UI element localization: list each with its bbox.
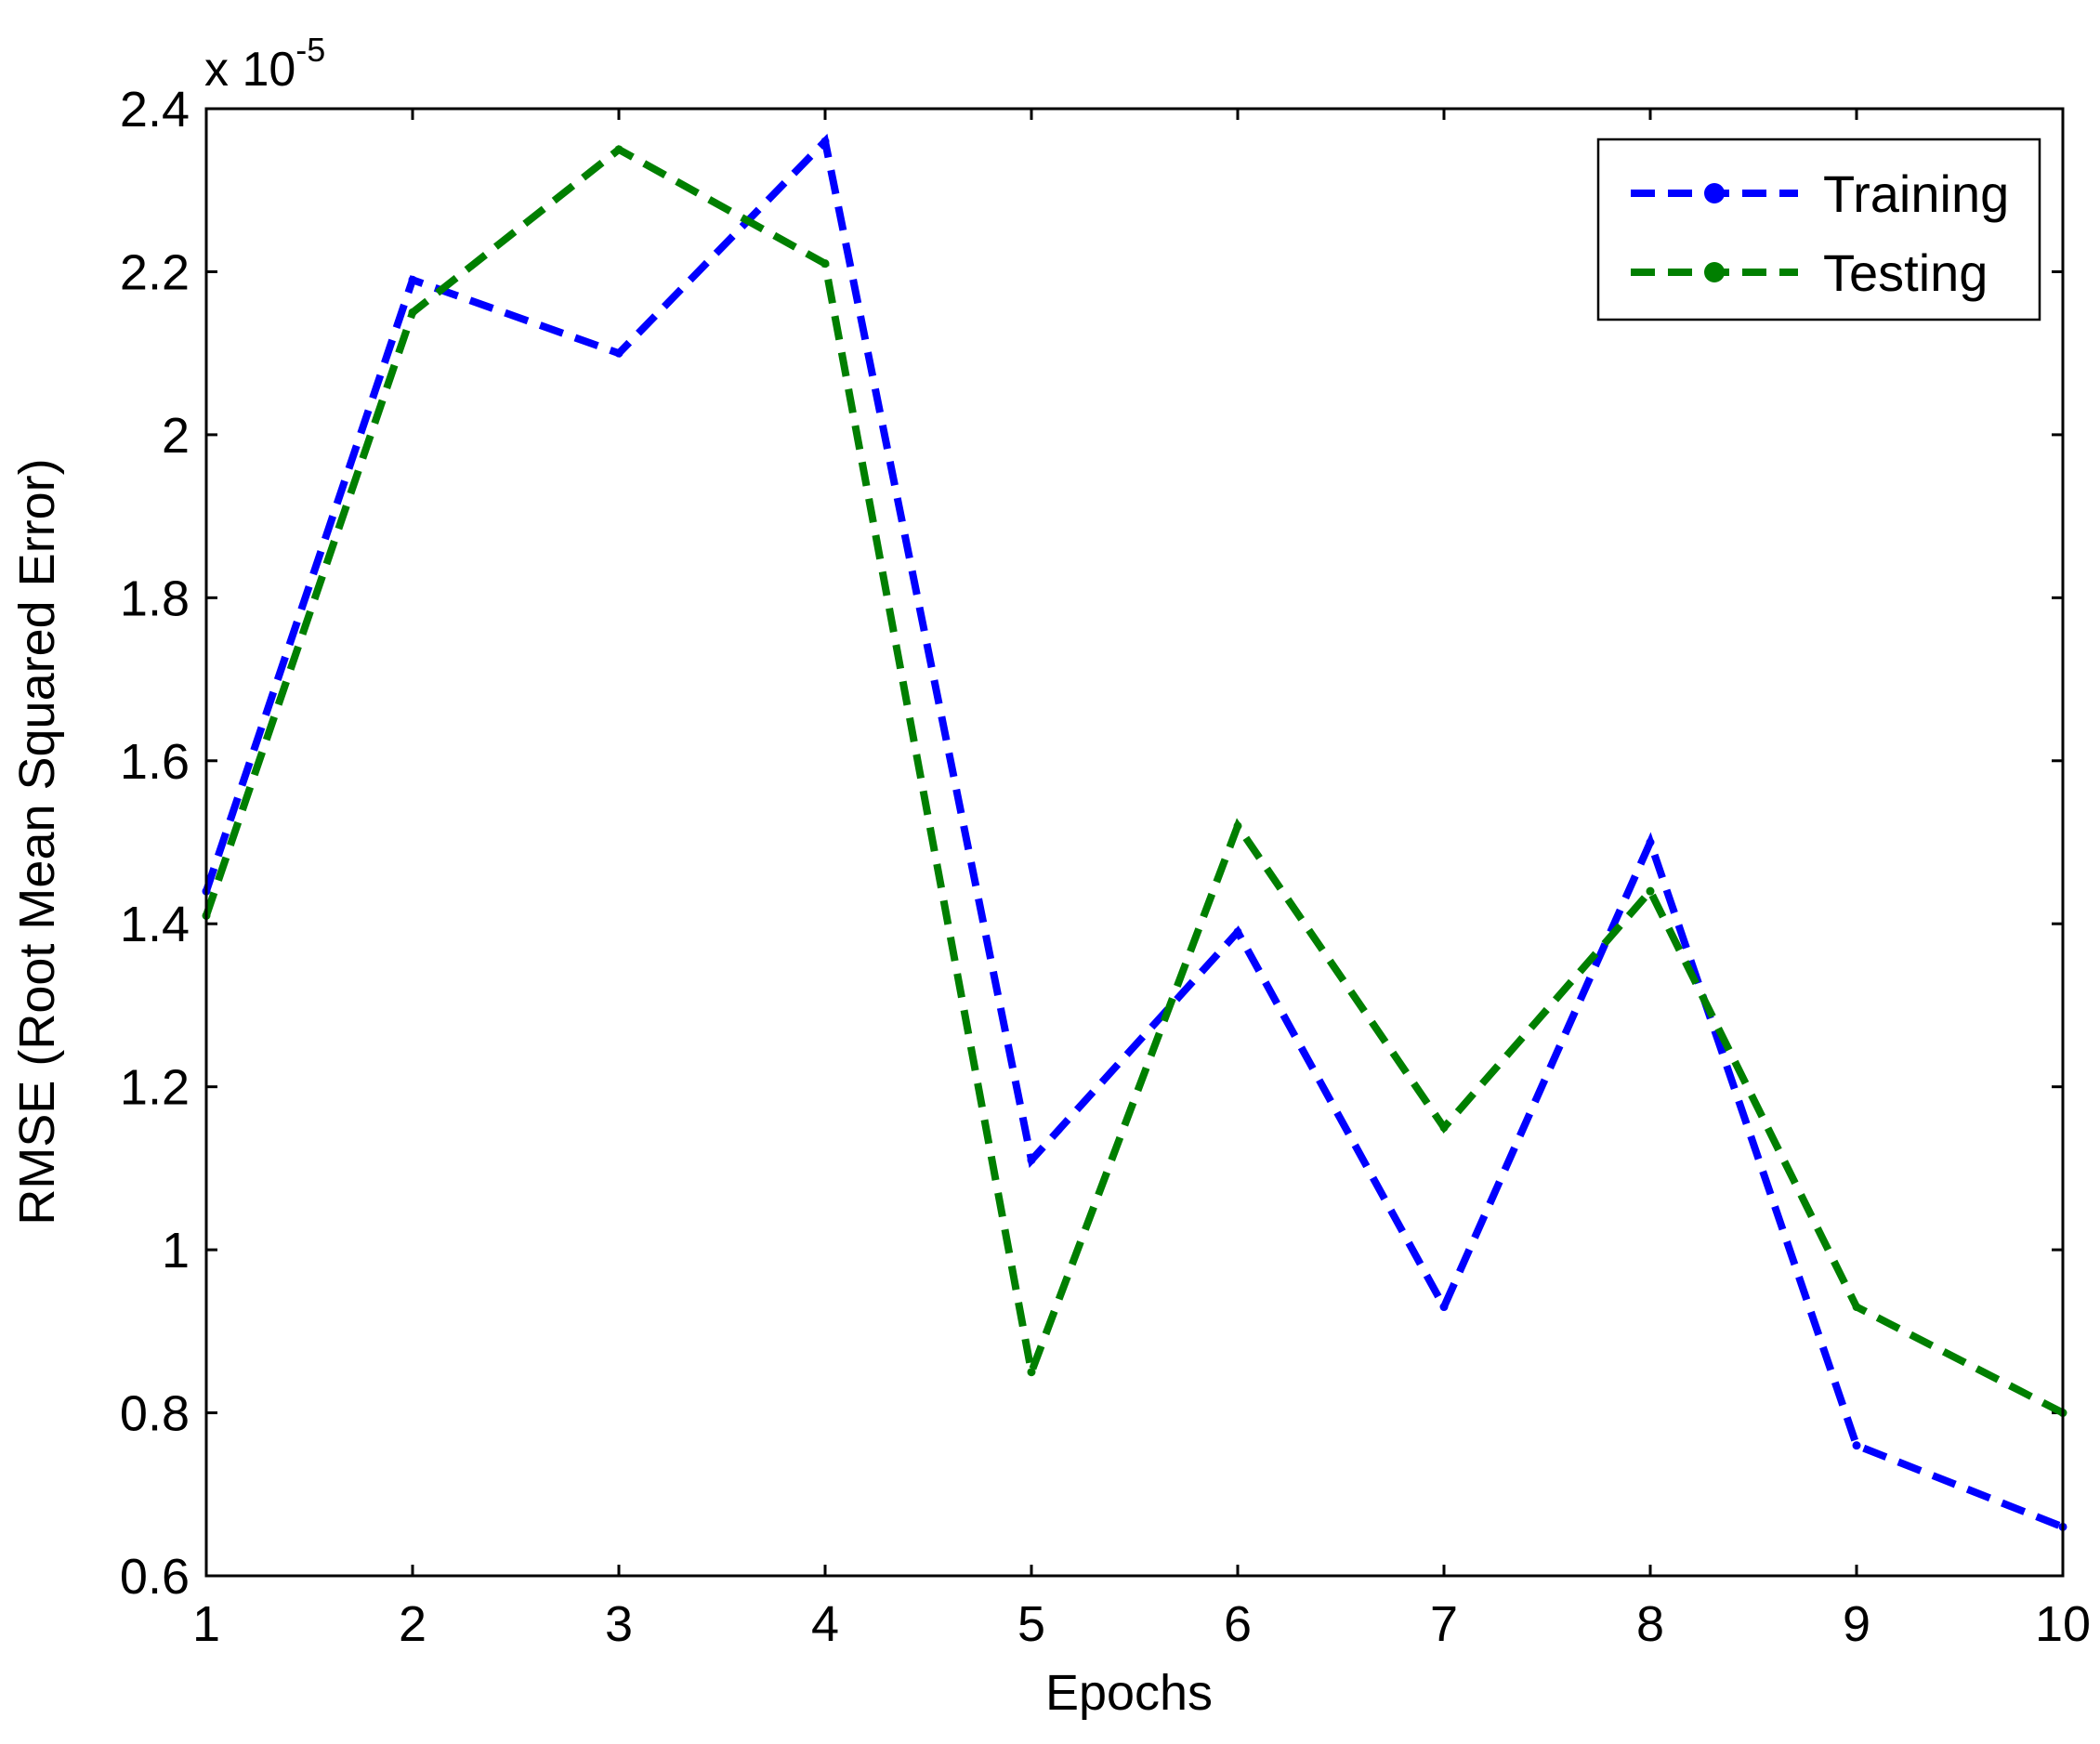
- x-tick-label: 7: [1430, 1596, 1458, 1652]
- data-point-training: [614, 348, 623, 358]
- series-testing: [202, 145, 2067, 1418]
- x-tick-label: 8: [1636, 1596, 1664, 1652]
- plot-background: [206, 109, 2063, 1576]
- data-point-training: [408, 275, 417, 284]
- legend-entry-training: Training: [1631, 164, 2009, 223]
- legend-entry-testing: Testing: [1631, 243, 1988, 302]
- legend-label-testing: Testing: [1823, 243, 1988, 302]
- y-tick-label: 2.2: [120, 244, 190, 300]
- plot-frame: [204, 107, 2065, 1578]
- x-tick-label: 5: [1017, 1596, 1045, 1652]
- y-multiplier-prefix: x 10: [204, 43, 295, 97]
- y-multiplier-label: x 10-5: [204, 31, 325, 97]
- y-tick-label: 1.2: [120, 1060, 190, 1116]
- data-point-training: [1233, 927, 1242, 937]
- data-point-testing: [1852, 1303, 1861, 1312]
- x-tick-label: 10: [2035, 1596, 2091, 1652]
- data-point-training: [1852, 1441, 1861, 1450]
- y-tick-label: 1.6: [120, 734, 190, 790]
- data-point-testing: [614, 145, 623, 154]
- series-layer: [202, 133, 2067, 1531]
- x-tick-label: 3: [605, 1596, 633, 1652]
- data-point-testing: [1439, 1123, 1449, 1133]
- x-tick-label: 6: [1224, 1596, 1252, 1652]
- y-tick-labels: 0.6 0.8 1 1.2 1.4 1.6 1.8 2 2.2 2.4: [120, 82, 190, 1605]
- legend-marker-testing: [1704, 262, 1725, 282]
- legend-box: [1596, 138, 2041, 321]
- data-point-testing: [820, 259, 830, 269]
- data-point-training: [820, 137, 830, 146]
- data-point-training: [1027, 1156, 1036, 1165]
- x-tick-label: 2: [399, 1596, 427, 1652]
- y-tick-label: 0.8: [120, 1386, 190, 1442]
- legend: Training Testing: [1596, 138, 2041, 321]
- x-axis-label: Epochs: [1045, 1665, 1213, 1721]
- data-point-testing: [408, 308, 417, 317]
- x-tick-label: 1: [192, 1596, 220, 1652]
- y-tick-label: 1.8: [120, 570, 190, 626]
- x-tick-label: 4: [811, 1596, 839, 1652]
- legend-marker-training: [1704, 183, 1725, 203]
- x-tick-label: 9: [1843, 1596, 1870, 1652]
- y-tick-label: 2.4: [120, 82, 190, 138]
- y-tick-label: 2: [162, 408, 190, 464]
- y-axis-label: RMSE (Root Mean Squared Error): [9, 458, 65, 1225]
- data-point-training: [1646, 838, 1655, 846]
- legend-label-training: Training: [1823, 164, 2009, 223]
- y-tick-label: 0.6: [120, 1549, 190, 1605]
- series-line-training: [203, 133, 2065, 1531]
- data-point-testing: [1027, 1368, 1036, 1377]
- x-tick-labels: 1 2 3 4 5 6 7 8 9 10: [192, 1596, 2091, 1652]
- y-tick-label: 1: [162, 1223, 190, 1278]
- y-tick-label: 1.4: [120, 897, 190, 952]
- data-point-training: [1439, 1303, 1449, 1312]
- data-point-testing: [1233, 821, 1242, 831]
- series-line-testing: [203, 145, 2065, 1417]
- y-multiplier-exponent: -5: [295, 31, 325, 69]
- data-point-testing: [1646, 886, 1655, 896]
